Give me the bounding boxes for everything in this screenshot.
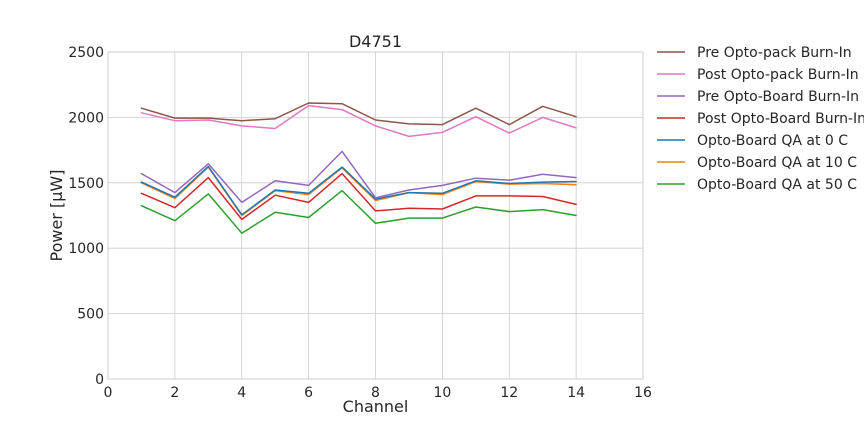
x-tick-label: 0 bbox=[104, 385, 113, 401]
series-line bbox=[140, 104, 577, 138]
y-axis-ticks: 0 500 1000 1500 2000 2500 bbox=[68, 45, 104, 388]
series-line bbox=[140, 102, 577, 126]
x-tick-label: 12 bbox=[500, 385, 518, 401]
x-tick-label: 8 bbox=[371, 385, 380, 401]
x-axis-label: Channel bbox=[343, 397, 409, 416]
legend-label: Pre Opto-Board Burn-In bbox=[697, 89, 859, 105]
x-tick-label: 14 bbox=[567, 385, 585, 401]
series-line bbox=[140, 165, 577, 216]
legend-label: Opto-Board QA at 10 C bbox=[697, 155, 857, 171]
series-line bbox=[140, 172, 577, 221]
grid bbox=[107, 51, 644, 380]
y-tick-label: 0 bbox=[95, 372, 104, 388]
legend-label: Pre Opto-pack Burn-In bbox=[697, 45, 852, 61]
series-lines bbox=[140, 102, 577, 234]
x-tick-label: 16 bbox=[634, 385, 652, 401]
x-tick-label: 6 bbox=[304, 385, 313, 401]
series-line bbox=[140, 189, 577, 234]
y-tick-label: 2000 bbox=[68, 110, 104, 126]
y-tick-label: 500 bbox=[77, 307, 104, 323]
legend: Pre Opto-pack Burn-In Post Opto-pack Burn… bbox=[657, 45, 864, 193]
x-tick-label: 10 bbox=[433, 385, 451, 401]
y-axis-label: Power [μW] bbox=[47, 170, 66, 262]
series-line bbox=[140, 150, 577, 204]
x-tick-label: 4 bbox=[237, 385, 246, 401]
x-axis-ticks: 0 2 4 6 8 10 12 14 16 bbox=[104, 385, 652, 401]
legend-label: Opto-Board QA at 0 C bbox=[697, 133, 848, 149]
legend-label: Post Opto-Board Burn-In bbox=[697, 111, 864, 127]
legend-label: Post Opto-pack Burn-In bbox=[697, 67, 859, 83]
chart-title: D4751 bbox=[349, 32, 402, 51]
legend-label: Opto-Board QA at 50 C bbox=[697, 177, 857, 193]
plot-frame bbox=[107, 51, 644, 380]
y-tick-label: 2500 bbox=[68, 45, 104, 61]
y-tick-label: 1500 bbox=[68, 176, 104, 192]
x-tick-label: 2 bbox=[170, 385, 179, 401]
y-tick-label: 1000 bbox=[68, 241, 104, 257]
